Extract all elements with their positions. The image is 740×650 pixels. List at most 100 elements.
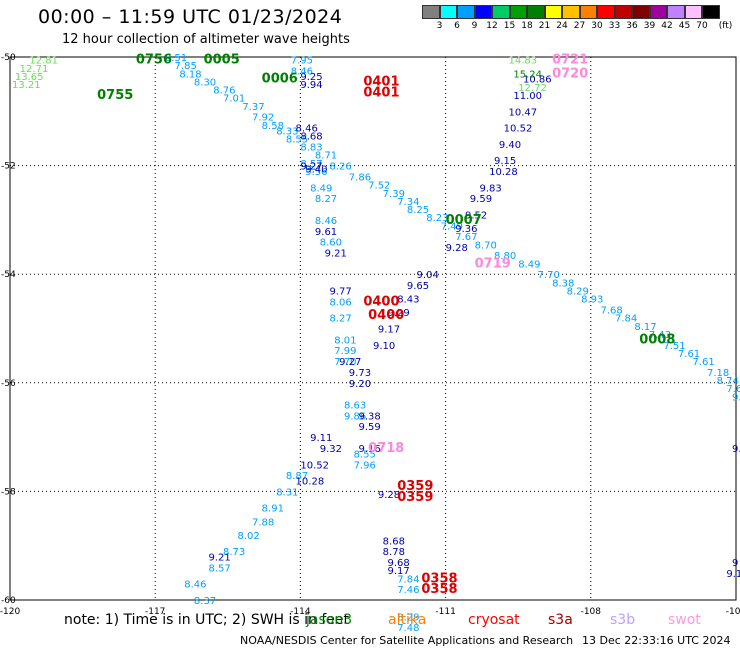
colorbar-label: 33: [608, 21, 621, 31]
wave-height-point: 8.26: [329, 162, 351, 173]
wave-height-point: 13.21: [12, 80, 41, 91]
wave-height-point: 8.38: [552, 278, 574, 289]
wave-height-point: 9: [732, 558, 738, 569]
y-tick-label: -56: [1, 379, 16, 389]
wave-height-point: 8.37: [194, 596, 216, 607]
wave-height-point: 7.86: [349, 172, 371, 183]
wave-height-point: 10.28: [296, 477, 325, 488]
wave-height-point: 8.76: [213, 86, 235, 97]
wave-height-point: 8.55: [354, 449, 376, 460]
wave-height-point: 7.48: [397, 623, 419, 634]
wave-height-point: 8.49: [518, 259, 540, 270]
colorbar-swatch: [422, 5, 440, 19]
colorbar-swatch: [597, 5, 615, 19]
wave-height-point: 9.40: [499, 140, 521, 151]
x-tick-label: -111: [435, 607, 455, 617]
colorbar-swatch: [614, 5, 632, 19]
wave-height-point: 7.84: [397, 574, 419, 585]
wave-height-point: 9.27: [339, 357, 361, 368]
wave-height-point: 12.71: [20, 64, 49, 75]
time-marker: 0720: [552, 66, 588, 81]
satellite-label-jason3: jason3: [306, 612, 353, 628]
wave-height-point: 7.84: [615, 314, 637, 325]
time-marker: 0401: [363, 74, 399, 89]
wave-height-point: 9.17: [378, 325, 400, 336]
wave-height-point: 9.04: [417, 270, 439, 281]
wave-height-point: 12.72: [518, 83, 547, 94]
wave-height-point: 8.74: [717, 376, 739, 387]
wave-height-point: 7.34: [397, 197, 419, 208]
wave-height-point: 8.23: [426, 213, 448, 224]
wave-height-point: 8.30: [194, 77, 216, 88]
time-marker: 0756: [136, 53, 172, 68]
wave-height-point: 9.11: [310, 433, 332, 444]
wave-height-point: 9.16: [358, 444, 380, 455]
wave-height-point: 8.46: [184, 580, 206, 591]
wave-height-point: 8.51: [165, 53, 187, 64]
colorbar: [422, 5, 720, 19]
wave-height-point: 9.36: [455, 224, 477, 235]
wave-height-point: 9.83: [479, 183, 501, 194]
plot-frame: [9, 56, 737, 601]
colorbar-swatch: [457, 5, 475, 19]
time-marker: 0358: [421, 582, 457, 597]
wave-height-point: 8.18: [179, 69, 201, 80]
wave-height-point: 10.52: [504, 124, 533, 135]
wave-height-point: 8.60: [320, 238, 342, 249]
colorbar-swatch: [544, 5, 562, 19]
time-marker: 0718: [368, 441, 404, 456]
wave-height-point: 9.77: [329, 286, 351, 297]
x-tick-label: -117: [145, 607, 165, 617]
wave-height-point: 8.43: [397, 295, 419, 306]
wave-height-point: 8.55: [286, 134, 308, 145]
wave-height-point: 8.33: [276, 126, 298, 137]
wave-height-point: 7.01: [223, 94, 245, 105]
colorbar-swatch: [702, 5, 720, 19]
wave-height-point: 8.70: [475, 240, 497, 251]
wave-height-point: 9.32: [320, 444, 342, 455]
wave-height-point: 9.17: [388, 566, 410, 577]
wave-height-point: 7.61: [692, 357, 714, 368]
wave-height-point: 11.00: [513, 91, 542, 102]
wave-height-point: 7.61: [678, 349, 700, 360]
wave-height-point: 10.52: [300, 460, 329, 471]
wave-height-point: 9.25: [300, 72, 322, 83]
colorbar-swatch: [667, 5, 685, 19]
wave-height-point: 8.25: [407, 205, 429, 216]
time-marker: 0400: [368, 308, 404, 323]
wave-height-point: 7.68: [600, 305, 622, 316]
wave-height-point: 9.41: [732, 444, 740, 455]
wave-height-point: 8.46: [296, 124, 318, 135]
wave-height-point: 9.94: [300, 80, 322, 91]
time-marker: 0007: [446, 213, 482, 228]
wave-height-point: 8.57: [300, 159, 322, 170]
wave-height-point: 7.46: [397, 585, 419, 596]
wave-height-point: 7.99: [334, 346, 356, 357]
wave-height-point: 7.18: [707, 368, 729, 379]
wave-height-point: 9.61: [315, 227, 337, 238]
wave-height-point: 8.27: [315, 194, 337, 205]
y-tick-label: -58: [1, 487, 16, 497]
wave-height-point: 7.92: [252, 113, 274, 124]
wave-height-point: 9.15: [494, 156, 516, 167]
colorbar-swatch: [509, 5, 527, 19]
wave-height-point: 9.52: [465, 210, 487, 221]
colorbar-label: 36: [626, 21, 638, 31]
wave-height-point: 15.24: [513, 69, 542, 80]
time-marker: 0755: [97, 88, 133, 103]
y-tick-label: -60: [1, 596, 16, 606]
wave-height-point: 9.20: [349, 379, 371, 390]
x-tick-label: -105: [726, 607, 740, 617]
wave-height-point: 8.27: [329, 314, 351, 325]
time-marker: 0400: [363, 294, 399, 309]
wave-height-point: 8.31: [276, 487, 298, 498]
satellite-label-s3b: s3b: [610, 612, 636, 628]
colorbar-label: 24: [556, 21, 568, 31]
wave-height-point: 9.28: [446, 243, 468, 254]
colorbar-label: 70: [696, 21, 708, 31]
wave-height-point: 9.65: [407, 281, 429, 292]
satellite-label-cryosat: cryosat: [468, 612, 520, 628]
colorbar-label: 30: [591, 21, 603, 31]
wave-height-point: 8.91: [262, 504, 284, 515]
time-marker: 0719: [475, 256, 511, 271]
